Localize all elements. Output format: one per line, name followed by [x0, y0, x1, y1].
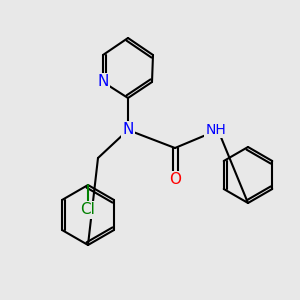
Text: O: O	[169, 172, 181, 188]
Text: NH: NH	[206, 123, 226, 137]
Text: N: N	[97, 74, 109, 89]
Text: Cl: Cl	[81, 202, 95, 217]
Text: N: N	[122, 122, 134, 137]
